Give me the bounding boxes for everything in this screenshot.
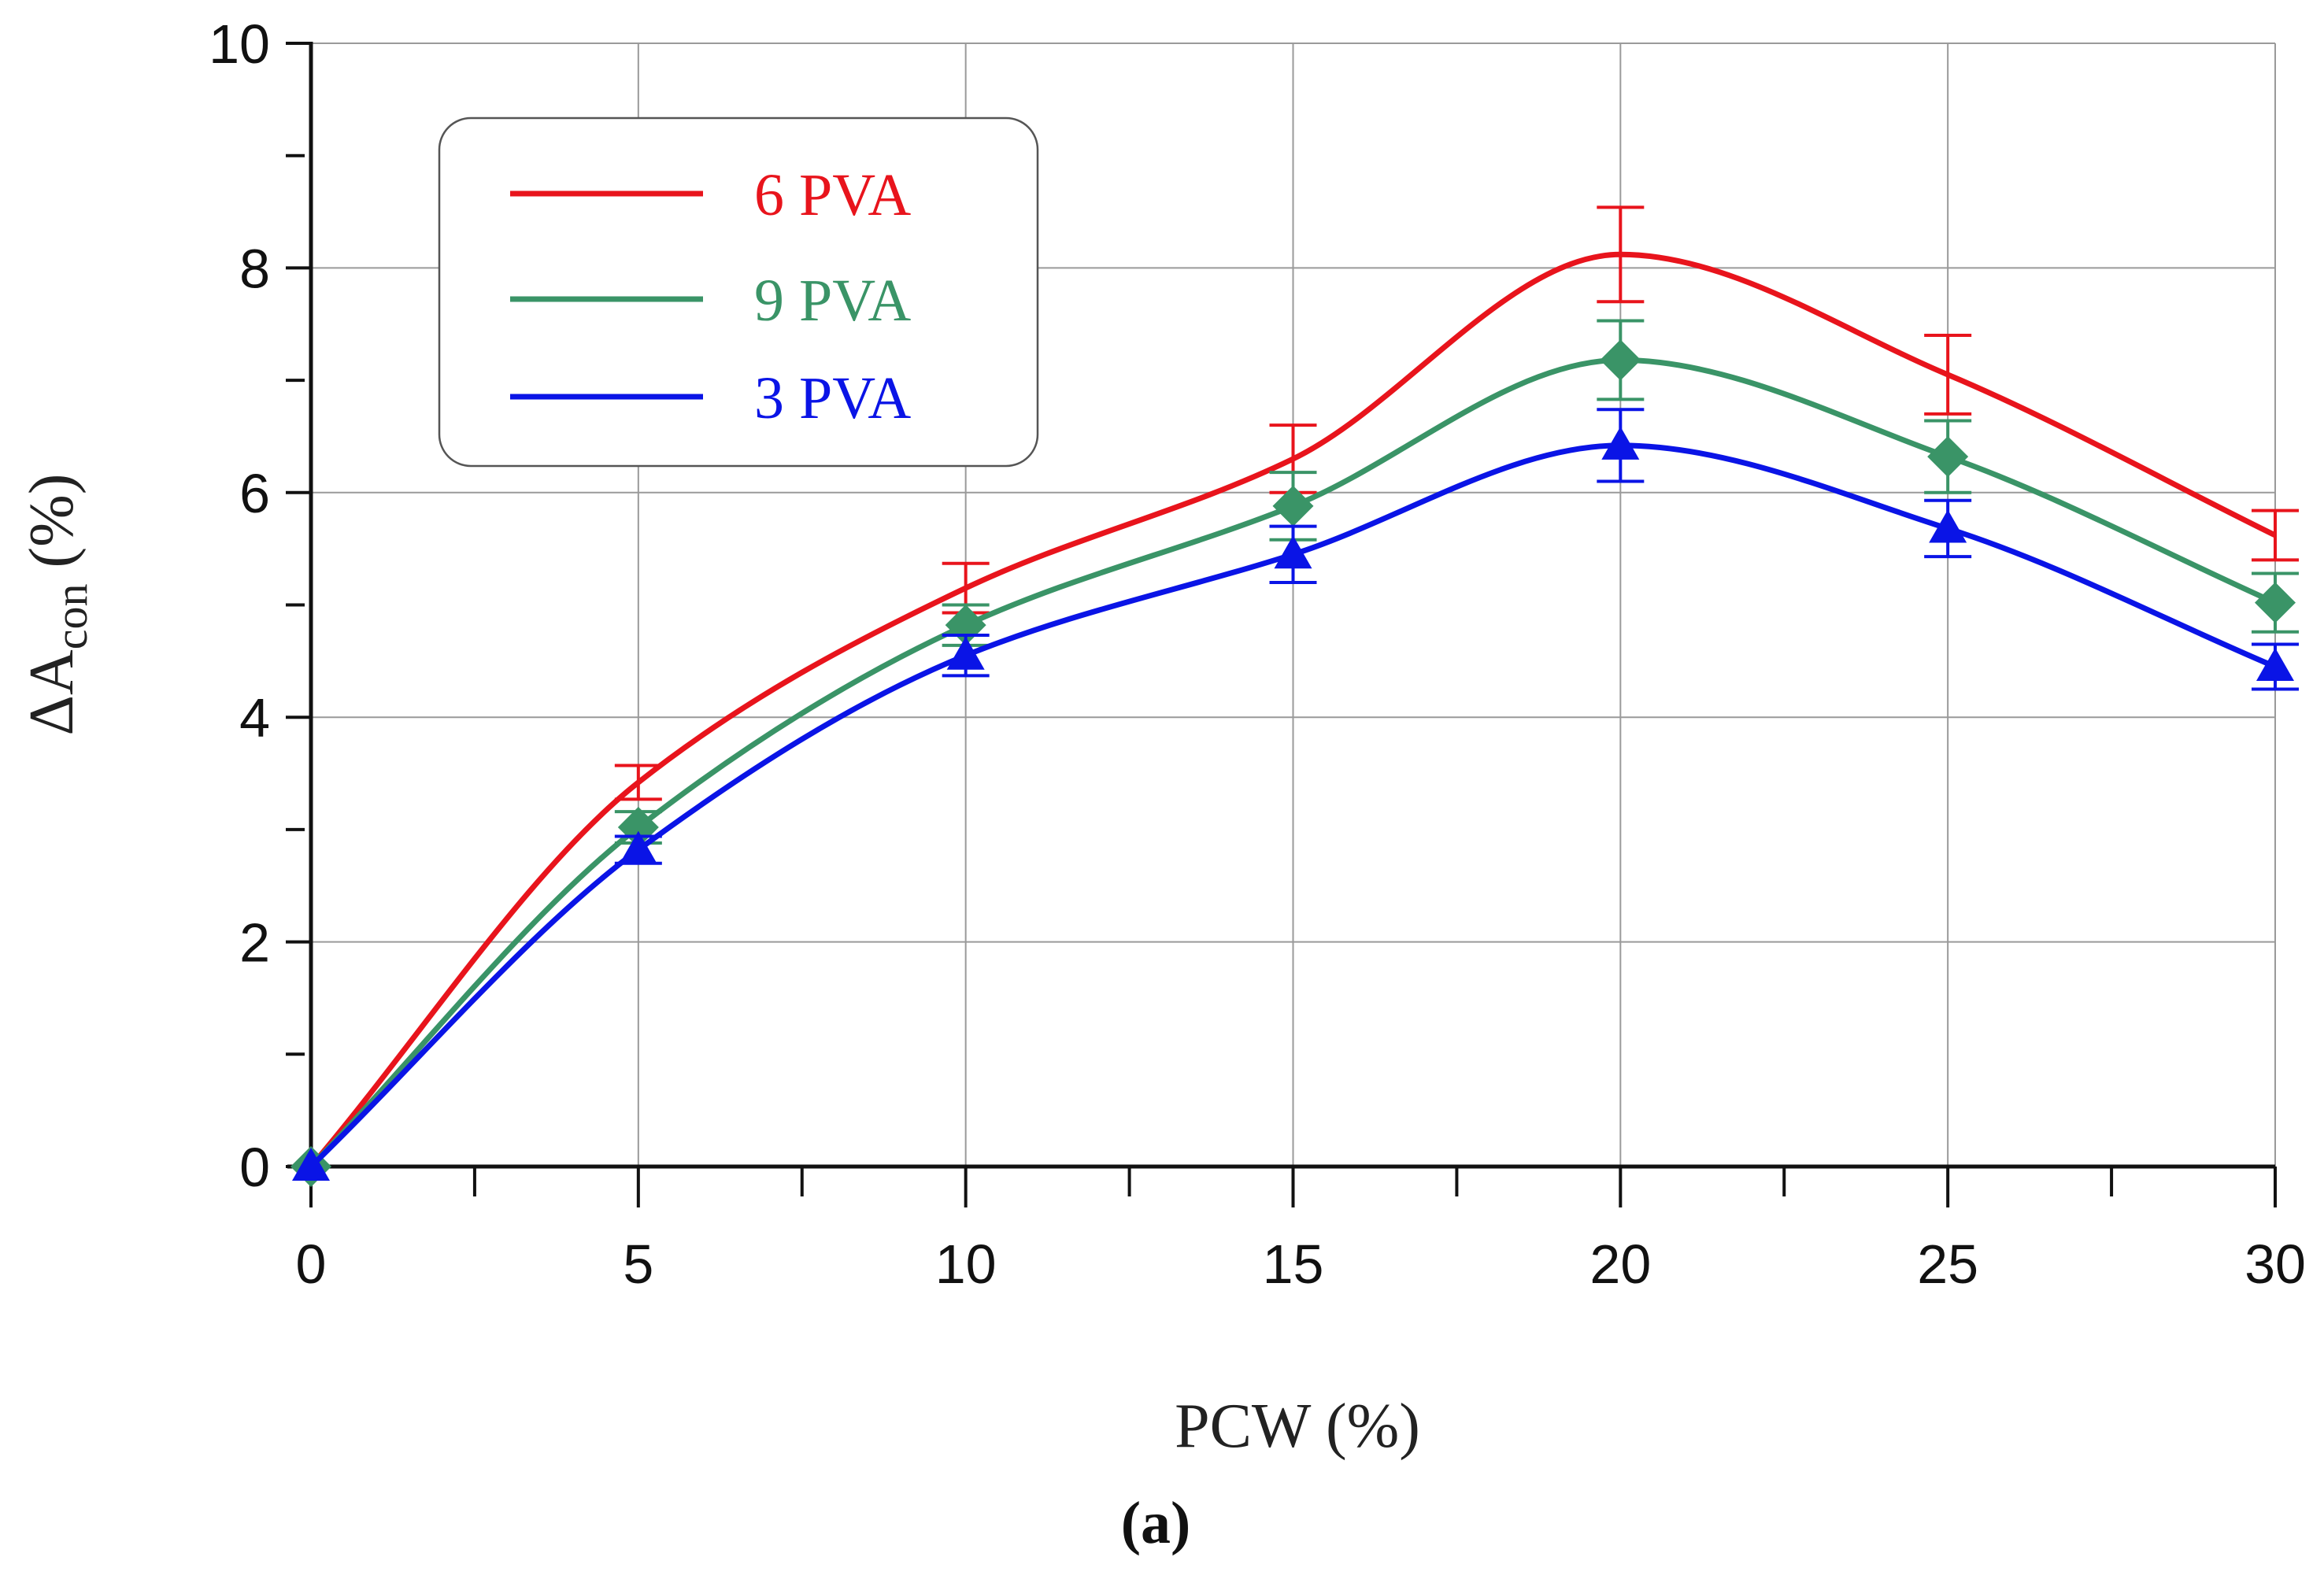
data-point <box>1600 339 1641 381</box>
data-point <box>1274 535 1312 569</box>
data-point <box>619 830 657 864</box>
data-point <box>292 1148 330 1181</box>
x-axis-title: PCW (%) <box>1175 1392 1420 1461</box>
legend-label: 9 PVA <box>754 268 911 334</box>
series-line <box>309 251 2277 1169</box>
series-9-pva <box>290 319 2299 1187</box>
y-axis-title-subscript: con <box>46 583 97 649</box>
legend-box <box>438 116 1039 468</box>
x-tick-label: 0 <box>296 1233 327 1295</box>
figure-caption: (a) <box>1121 1490 1191 1556</box>
tick-labels: 0 5 10 15 20 25 30 0 2 4 6 8 10 <box>209 13 2306 1295</box>
y-axis-title-main: ΔA <box>17 649 87 735</box>
legend-entry-9-pva: 9 PVA <box>510 268 911 334</box>
x-tick-label: 25 <box>1917 1233 1978 1295</box>
data-point <box>1927 436 1969 478</box>
x-tick-label: 30 <box>2244 1233 2306 1295</box>
y-tick-label: 6 <box>239 463 270 524</box>
x-tick-label: 5 <box>623 1233 653 1295</box>
series-layer <box>290 205 2299 1187</box>
series-3-pva <box>292 408 2299 1181</box>
y-tick-label: 4 <box>239 687 270 749</box>
y-tick-label: 0 <box>239 1137 270 1198</box>
data-point <box>1601 426 1640 460</box>
legend-entry-6-pva: 6 PVA <box>510 162 911 228</box>
y-tick-label: 10 <box>209 13 270 75</box>
data-point <box>1272 485 1314 527</box>
legend-label: 3 PVA <box>754 365 911 431</box>
legend-label: 6 PVA <box>754 162 911 228</box>
legend: 6 PVA 9 PVA 3 PVA <box>438 116 1039 468</box>
legend-entry-3-pva: 3 PVA <box>510 365 911 431</box>
data-point <box>946 636 985 670</box>
data-point <box>2256 647 2294 681</box>
y-axis-title-unit: (%) <box>17 474 87 584</box>
y-tick-label: 8 <box>239 238 270 299</box>
data-point <box>2255 582 2296 623</box>
y-axis-title: ΔAcon (%) <box>17 474 97 736</box>
x-tick-label: 15 <box>1263 1233 1324 1295</box>
data-point <box>1929 509 1967 543</box>
x-tick-label: 20 <box>1589 1233 1651 1295</box>
y-tick-label: 2 <box>239 912 270 974</box>
x-tick-label: 10 <box>935 1233 997 1295</box>
